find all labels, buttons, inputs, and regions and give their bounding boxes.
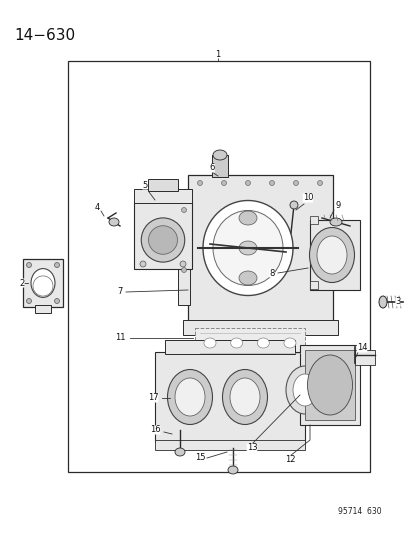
Ellipse shape xyxy=(317,181,322,185)
Text: 1: 1 xyxy=(215,50,220,59)
Bar xyxy=(23,259,63,307)
Ellipse shape xyxy=(257,338,269,348)
Ellipse shape xyxy=(181,268,186,272)
Ellipse shape xyxy=(316,236,346,274)
Bar xyxy=(211,155,228,177)
Bar xyxy=(134,201,192,269)
Ellipse shape xyxy=(26,298,31,303)
Ellipse shape xyxy=(222,369,267,424)
Ellipse shape xyxy=(230,338,242,348)
Bar xyxy=(183,320,337,335)
Ellipse shape xyxy=(238,241,256,255)
Ellipse shape xyxy=(329,218,341,226)
Bar xyxy=(134,189,192,203)
Ellipse shape xyxy=(269,181,274,185)
Ellipse shape xyxy=(202,200,292,295)
Ellipse shape xyxy=(181,207,186,213)
Ellipse shape xyxy=(55,262,59,268)
Ellipse shape xyxy=(167,369,212,424)
Ellipse shape xyxy=(238,211,256,225)
Bar xyxy=(195,328,304,358)
Ellipse shape xyxy=(197,181,202,185)
Bar xyxy=(309,216,317,224)
Bar xyxy=(165,340,294,354)
Ellipse shape xyxy=(31,269,55,297)
Text: 2: 2 xyxy=(19,279,24,287)
Bar xyxy=(309,281,317,289)
Text: 14: 14 xyxy=(356,343,366,352)
Ellipse shape xyxy=(212,150,226,160)
Bar xyxy=(188,175,332,325)
Text: 95714  630: 95714 630 xyxy=(337,507,381,516)
Ellipse shape xyxy=(109,218,119,226)
Text: 12: 12 xyxy=(284,456,294,464)
Ellipse shape xyxy=(148,225,177,254)
Text: 4: 4 xyxy=(94,204,100,213)
Bar xyxy=(154,440,304,450)
Ellipse shape xyxy=(292,374,316,406)
Text: 3: 3 xyxy=(394,297,400,306)
Ellipse shape xyxy=(293,181,298,185)
Ellipse shape xyxy=(378,296,386,308)
Ellipse shape xyxy=(180,261,185,267)
Text: 11: 11 xyxy=(114,334,125,343)
Bar xyxy=(178,195,190,305)
Text: 7: 7 xyxy=(117,287,122,296)
Ellipse shape xyxy=(26,262,31,268)
Text: 5: 5 xyxy=(142,181,147,190)
Ellipse shape xyxy=(204,338,216,348)
Ellipse shape xyxy=(285,366,323,414)
Bar xyxy=(68,61,369,472)
Ellipse shape xyxy=(283,338,295,348)
Bar xyxy=(154,352,304,442)
Bar xyxy=(147,179,178,191)
Ellipse shape xyxy=(212,211,282,286)
Bar xyxy=(354,350,374,365)
Ellipse shape xyxy=(141,218,184,262)
Ellipse shape xyxy=(245,181,250,185)
Ellipse shape xyxy=(309,228,354,282)
Ellipse shape xyxy=(221,181,226,185)
Text: 17: 17 xyxy=(147,393,158,402)
Ellipse shape xyxy=(55,298,59,303)
Ellipse shape xyxy=(289,201,297,209)
Text: 16: 16 xyxy=(150,425,160,434)
Text: 9: 9 xyxy=(335,200,340,209)
Text: 14−630: 14−630 xyxy=(14,28,75,43)
Bar xyxy=(309,220,359,290)
Text: 10: 10 xyxy=(302,193,313,203)
Ellipse shape xyxy=(175,378,204,416)
Ellipse shape xyxy=(238,271,256,285)
Ellipse shape xyxy=(307,355,351,415)
Ellipse shape xyxy=(175,448,185,456)
Text: 15: 15 xyxy=(194,454,205,463)
Bar xyxy=(35,305,51,313)
Bar xyxy=(304,350,354,420)
Text: 8: 8 xyxy=(269,269,274,278)
Text: 13: 13 xyxy=(246,443,257,453)
Ellipse shape xyxy=(228,466,237,474)
Text: 6: 6 xyxy=(209,164,214,173)
Ellipse shape xyxy=(230,378,259,416)
Bar xyxy=(299,345,359,425)
Ellipse shape xyxy=(140,261,146,267)
